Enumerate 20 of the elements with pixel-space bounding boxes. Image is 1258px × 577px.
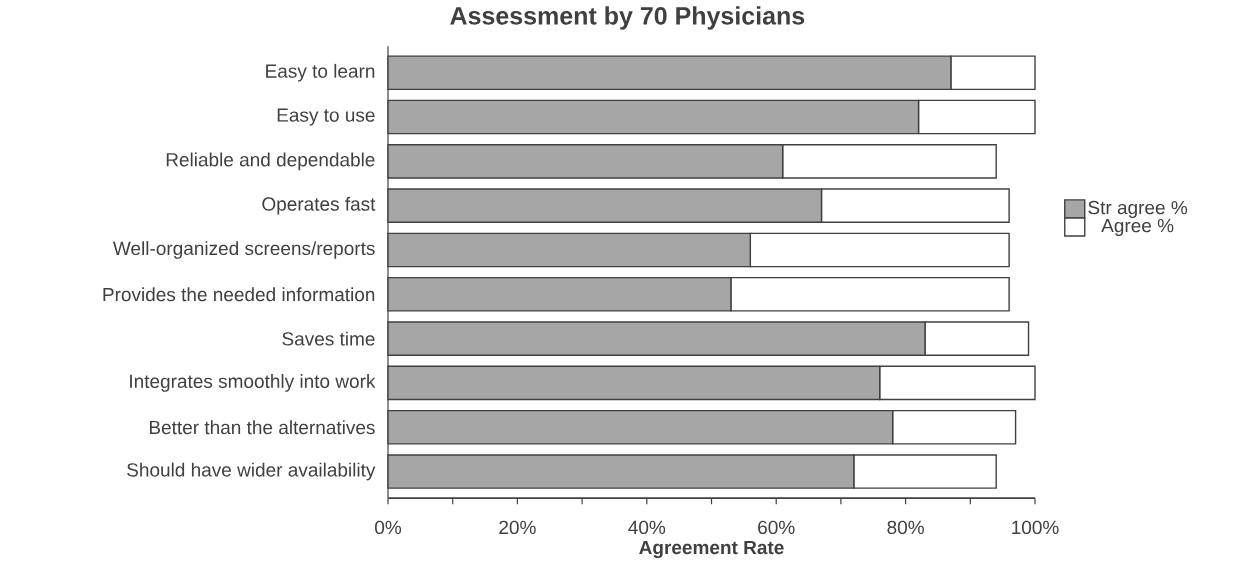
y-tick-label: Provides the needed information [103,287,375,302]
y-tick-label: Better than the alternatives [149,420,375,435]
x-tick-label: 80% [887,520,924,535]
legend-label: Agree % [1101,218,1174,236]
y-tick-label: Easy to use [277,108,375,126]
y-tick-label: Well-organized screens/reports [112,241,375,259]
legend-label: Str agree % [1088,200,1188,218]
x-tick-label: 0% [375,520,402,535]
y-tick-label: Integrates smoothly into work [130,374,376,392]
y-tick-label: Reliable and dependable [166,152,375,171]
x-tick-label: 60% [758,520,795,535]
x-tick-label: 20% [499,520,536,535]
y-tick-label: Saves time [282,331,375,346]
y-tick-label: Easy to learn [266,63,375,82]
chart-title: Assessment by 70 Physicians [450,6,805,30]
x-axis-title: Agreement Rate [639,540,784,559]
x-tick-label: 100% [1012,520,1059,535]
y-tick-label: Operates fast [262,196,376,215]
y-tick-label: Should have wider availability [127,462,376,481]
x-tick-label: 40% [628,520,666,535]
